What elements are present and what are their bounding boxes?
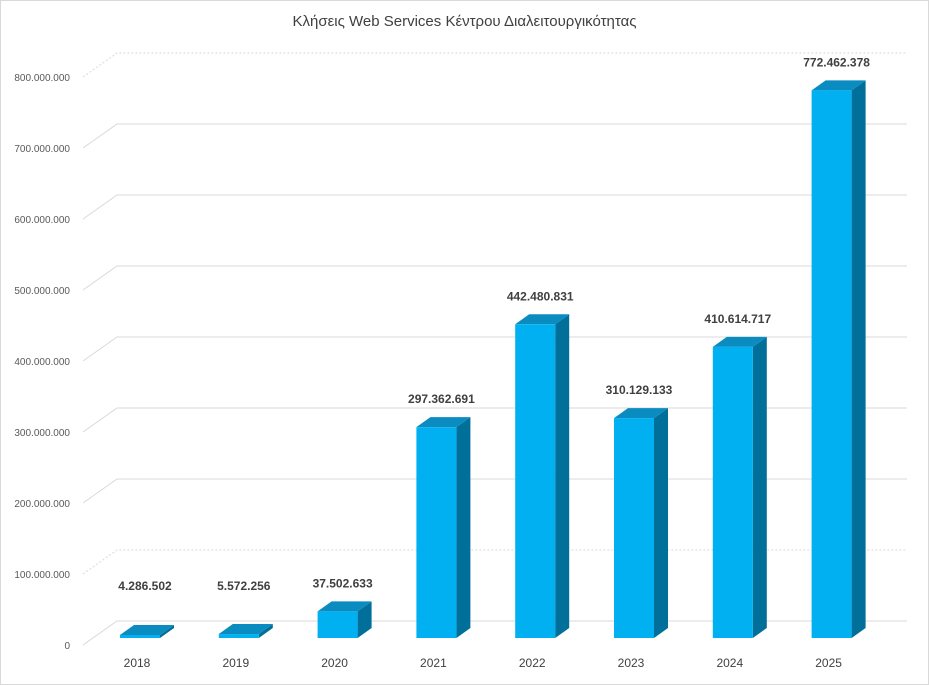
bar-2019 [218, 634, 259, 638]
bar-side [555, 314, 570, 638]
data-label: 297.362.691 [408, 392, 475, 406]
y-tick-label: 400.000.000 [14, 357, 70, 368]
bar-side [654, 408, 668, 638]
bar-2018 [120, 634, 160, 638]
bar-top [515, 314, 570, 325]
x-tick-label: 2025 [815, 656, 842, 670]
bar-top [317, 601, 372, 612]
x-tick-label: 2020 [321, 656, 348, 670]
data-label: 4.286.502 [118, 579, 172, 593]
bar-2022 [515, 324, 556, 638]
y-tick-label: 300.000.000 [14, 428, 70, 439]
data-label: 310.129.133 [606, 383, 673, 397]
x-tick-label: 2022 [519, 656, 546, 670]
gridline [82, 407, 907, 433]
x-tick-label: 2018 [124, 656, 151, 670]
bar-2024 [712, 346, 753, 638]
x-tick-label: 2024 [716, 656, 743, 670]
gridline [82, 123, 907, 149]
bar-top [614, 408, 668, 419]
bar-top [120, 624, 174, 635]
gridline [82, 52, 907, 78]
x-tick-label: 2019 [222, 656, 249, 670]
bar-side [160, 624, 174, 638]
data-label: 772.462.378 [803, 55, 870, 69]
bar-top [416, 417, 471, 428]
data-label: 5.572.256 [217, 579, 271, 593]
y-tick-label: 100.000.000 [14, 570, 70, 581]
y-tick-label: 700.000.000 [14, 144, 70, 155]
bar-top [218, 624, 273, 635]
y-tick-label: 500.000.000 [14, 286, 70, 297]
bar-side [456, 417, 471, 638]
gridline [82, 336, 907, 362]
y-tick-label: 0 [64, 641, 70, 652]
gridline [82, 478, 907, 504]
data-label: 37.502.633 [313, 576, 373, 590]
bar-2025 [811, 90, 852, 639]
x-tick-label: 2023 [618, 656, 645, 670]
y-tick-label: 200.000.000 [14, 499, 70, 510]
bar-side [357, 601, 372, 638]
bar-top [712, 336, 767, 347]
gridline [82, 620, 907, 646]
x-tick-label: 2021 [420, 656, 447, 670]
gridline [82, 549, 907, 575]
bar-side [258, 624, 273, 638]
bar-2023 [614, 418, 654, 638]
gridline [82, 194, 907, 220]
bar-top [811, 80, 866, 91]
bar-side [752, 336, 767, 638]
bar-2020 [317, 611, 358, 638]
bar-2021 [416, 427, 457, 638]
bar-side [851, 80, 866, 639]
y-tick-label: 600.000.000 [14, 215, 70, 226]
data-label: 410.614.717 [704, 312, 771, 326]
data-label: 442.480.831 [507, 289, 574, 303]
gridline [82, 265, 907, 291]
y-tick-label: 800.000.000 [14, 73, 70, 84]
chart-title: Κλήσεις Web Services Κέντρου Διαλειτουργ… [292, 13, 637, 30]
